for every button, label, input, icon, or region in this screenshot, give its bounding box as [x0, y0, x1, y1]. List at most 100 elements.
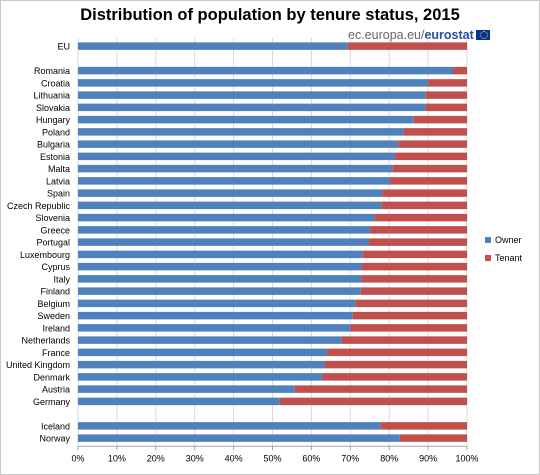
- category-label: Sweden: [37, 311, 70, 321]
- category-label: Netherlands: [21, 336, 70, 346]
- bar-tenant: [294, 385, 467, 393]
- bar-owner: [78, 311, 353, 320]
- bar-tenant: [362, 250, 467, 259]
- bar-owner: [78, 177, 390, 185]
- brand-domain: ec.europa.eu: [348, 28, 421, 42]
- bar-owner: [78, 348, 328, 357]
- bar-tenant: [341, 336, 467, 344]
- x-tick-label: 20%: [147, 453, 165, 463]
- bar-owner: [78, 373, 322, 381]
- bar-tenant: [360, 287, 467, 295]
- bar-owner: [78, 42, 348, 50]
- bar-owner: [78, 422, 381, 430]
- bar-owner: [78, 140, 399, 148]
- bar-tenant: [361, 262, 467, 271]
- category-label: Hungary: [36, 115, 71, 125]
- category-label: Italy: [53, 274, 70, 284]
- bar-tenant: [380, 422, 467, 430]
- category-label: Lithuania: [33, 91, 70, 101]
- category-label: Spain: [47, 189, 70, 199]
- bar-tenant: [425, 91, 467, 99]
- category-label: Slovenia: [35, 213, 70, 223]
- bar-tenant: [399, 434, 467, 442]
- bar-owner: [78, 103, 426, 112]
- category-label: Germany: [33, 397, 71, 407]
- bar-owner: [78, 238, 369, 246]
- x-tick-label: 70%: [341, 453, 359, 463]
- bar-tenant: [370, 226, 467, 234]
- bar-owner: [78, 128, 404, 136]
- x-tick-label: 80%: [380, 453, 398, 463]
- x-tick-label: 40%: [225, 453, 243, 463]
- bar-tenant: [368, 238, 467, 246]
- bar-tenant: [428, 79, 467, 87]
- category-label: Ireland: [42, 323, 70, 333]
- category-label: Slovakia: [36, 103, 70, 113]
- x-tick-label: 10%: [108, 453, 126, 463]
- bar-owner: [78, 152, 396, 161]
- category-label: Cyprus: [41, 262, 70, 272]
- bar-owner: [78, 287, 361, 295]
- bar-tenant: [347, 42, 467, 50]
- x-tick-label: 100%: [455, 453, 478, 463]
- chart-title: Distribution of population by tenure sta…: [80, 6, 460, 24]
- x-tick-label: 60%: [302, 453, 320, 463]
- category-label: Finland: [40, 287, 70, 297]
- bar-tenant: [355, 299, 467, 308]
- bar-tenant: [382, 189, 467, 197]
- category-label: Norway: [39, 434, 70, 444]
- category-label: Romania: [34, 66, 70, 76]
- x-tick-label: 50%: [263, 453, 281, 463]
- bar-owner: [78, 385, 295, 393]
- bar-owner: [78, 201, 382, 210]
- category-label: Latvia: [46, 176, 70, 186]
- category-label: Iceland: [41, 421, 70, 431]
- bar-owner: [78, 250, 363, 259]
- bar-tenant: [389, 177, 467, 185]
- category-label: Bulgaria: [37, 140, 70, 150]
- bar-owner: [78, 336, 342, 344]
- bar-tenant: [374, 213, 467, 222]
- bar-owner: [78, 115, 414, 124]
- bar-owner: [78, 434, 400, 442]
- bar-tenant: [395, 152, 467, 161]
- bar-owner: [78, 324, 351, 332]
- bar-tenant: [352, 311, 467, 320]
- category-label: Luxembourg: [20, 250, 70, 260]
- bar-owner: [78, 189, 383, 197]
- bar-tenant: [392, 164, 467, 173]
- bar-owner: [78, 91, 426, 99]
- bar-owner: [78, 66, 453, 75]
- bar-owner: [78, 213, 375, 222]
- category-label: Belgium: [37, 299, 70, 309]
- legend-swatch: [485, 237, 491, 243]
- legend-label: Tenant: [495, 253, 523, 263]
- bar-tenant: [413, 115, 467, 124]
- bar-tenant: [425, 103, 467, 112]
- bar-tenant: [381, 201, 467, 210]
- brand-separator: /: [420, 28, 425, 42]
- bar-owner: [78, 262, 362, 271]
- bar-owner: [78, 79, 429, 87]
- category-label: Malta: [48, 164, 70, 174]
- bar-owner: [78, 164, 393, 173]
- eurostat-logo: ec.europa.eu/eurostat: [348, 28, 490, 46]
- category-label: Greece: [40, 225, 70, 235]
- eu-flag-icon: [475, 30, 490, 40]
- x-tick-label: 90%: [419, 453, 437, 463]
- category-label: Austria: [42, 385, 70, 395]
- bar-tenant: [361, 275, 467, 283]
- bar-tenant: [279, 397, 467, 406]
- bar-tenant: [398, 140, 467, 148]
- bar-tenant: [452, 66, 467, 75]
- x-tick-label: 0%: [71, 453, 84, 463]
- category-label: Croatia: [41, 78, 70, 88]
- bar-owner: [78, 360, 326, 369]
- bar-owner: [78, 275, 362, 283]
- bar-tenant: [325, 360, 467, 369]
- legend-swatch: [485, 255, 491, 261]
- bar-tenant: [350, 324, 467, 332]
- bar-owner: [78, 397, 280, 406]
- bar-owner: [78, 226, 371, 234]
